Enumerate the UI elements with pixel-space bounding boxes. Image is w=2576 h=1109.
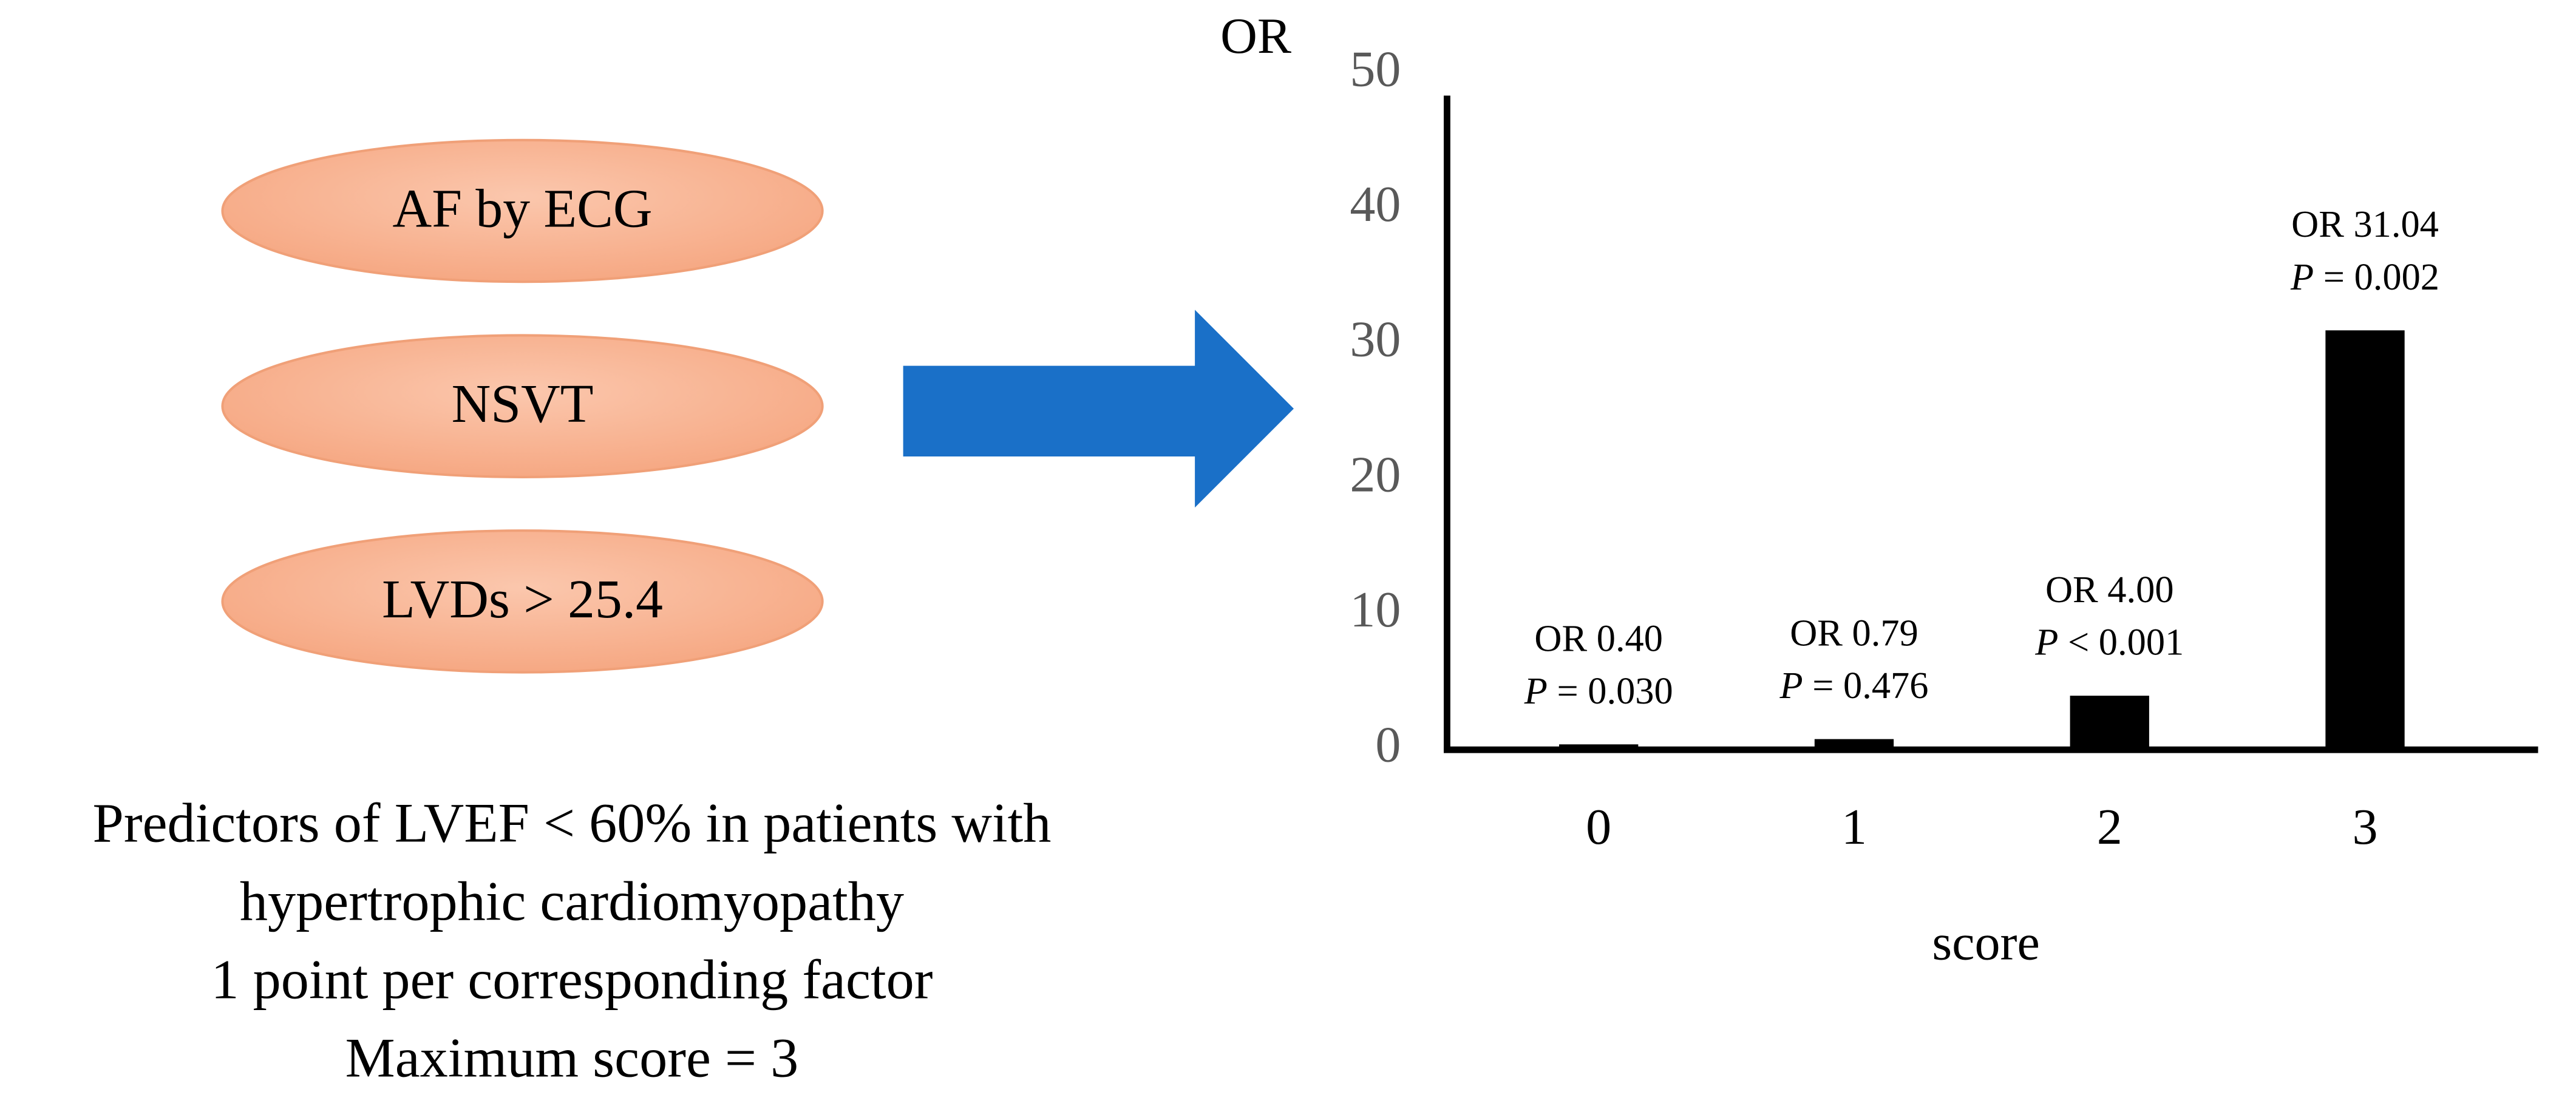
arrow <box>903 310 1294 508</box>
value-label: OR 0.79 <box>1790 612 1918 654</box>
factor-label: LVDs > 25.4 <box>382 569 663 629</box>
caption-line: Predictors of LVEF < 60% in patients wit… <box>93 792 1052 854</box>
p-value-label: P = 0.476 <box>1779 664 1928 707</box>
value-label: OR 31.04 <box>2291 203 2439 245</box>
x-tick-label: 0 <box>1586 799 1611 855</box>
y-tick-label: 40 <box>1350 176 1401 232</box>
factor-oval <box>221 138 824 283</box>
y-tick-label: 10 <box>1350 582 1401 638</box>
value-label: OR 0.40 <box>1534 617 1663 659</box>
bar <box>2070 696 2149 750</box>
y-tick-label: 30 <box>1350 311 1401 368</box>
x-tick-label: 3 <box>2352 799 2377 855</box>
x-tick-label: 1 <box>1841 799 1867 855</box>
factor-label: NSVT <box>452 374 594 434</box>
bar <box>2325 330 2405 750</box>
p-value-label: P < 0.001 <box>2034 621 2184 663</box>
bar <box>1559 744 1639 750</box>
y-tick-label: 50 <box>1350 41 1401 97</box>
caption-line: Maximum score = 3 <box>345 1027 799 1089</box>
factor-label: AF by ECG <box>393 178 653 239</box>
value-label: OR 4.00 <box>2045 568 2174 611</box>
factor-oval <box>221 529 824 674</box>
x-axis-label: score <box>1932 914 2040 971</box>
y-axis-label: OR <box>1220 8 1291 64</box>
x-tick-label: 2 <box>2097 799 2122 855</box>
p-value-label: P = 0.002 <box>2290 256 2439 298</box>
bar <box>1814 739 1894 750</box>
y-tick-label: 20 <box>1350 446 1401 503</box>
p-value-label: P = 0.030 <box>1524 670 1673 712</box>
caption-line: hypertrophic cardiomyopathy <box>240 870 904 932</box>
y-tick-label: 0 <box>1375 716 1401 773</box>
caption-line: 1 point per corresponding factor <box>211 949 933 1011</box>
factor-oval <box>221 334 824 478</box>
